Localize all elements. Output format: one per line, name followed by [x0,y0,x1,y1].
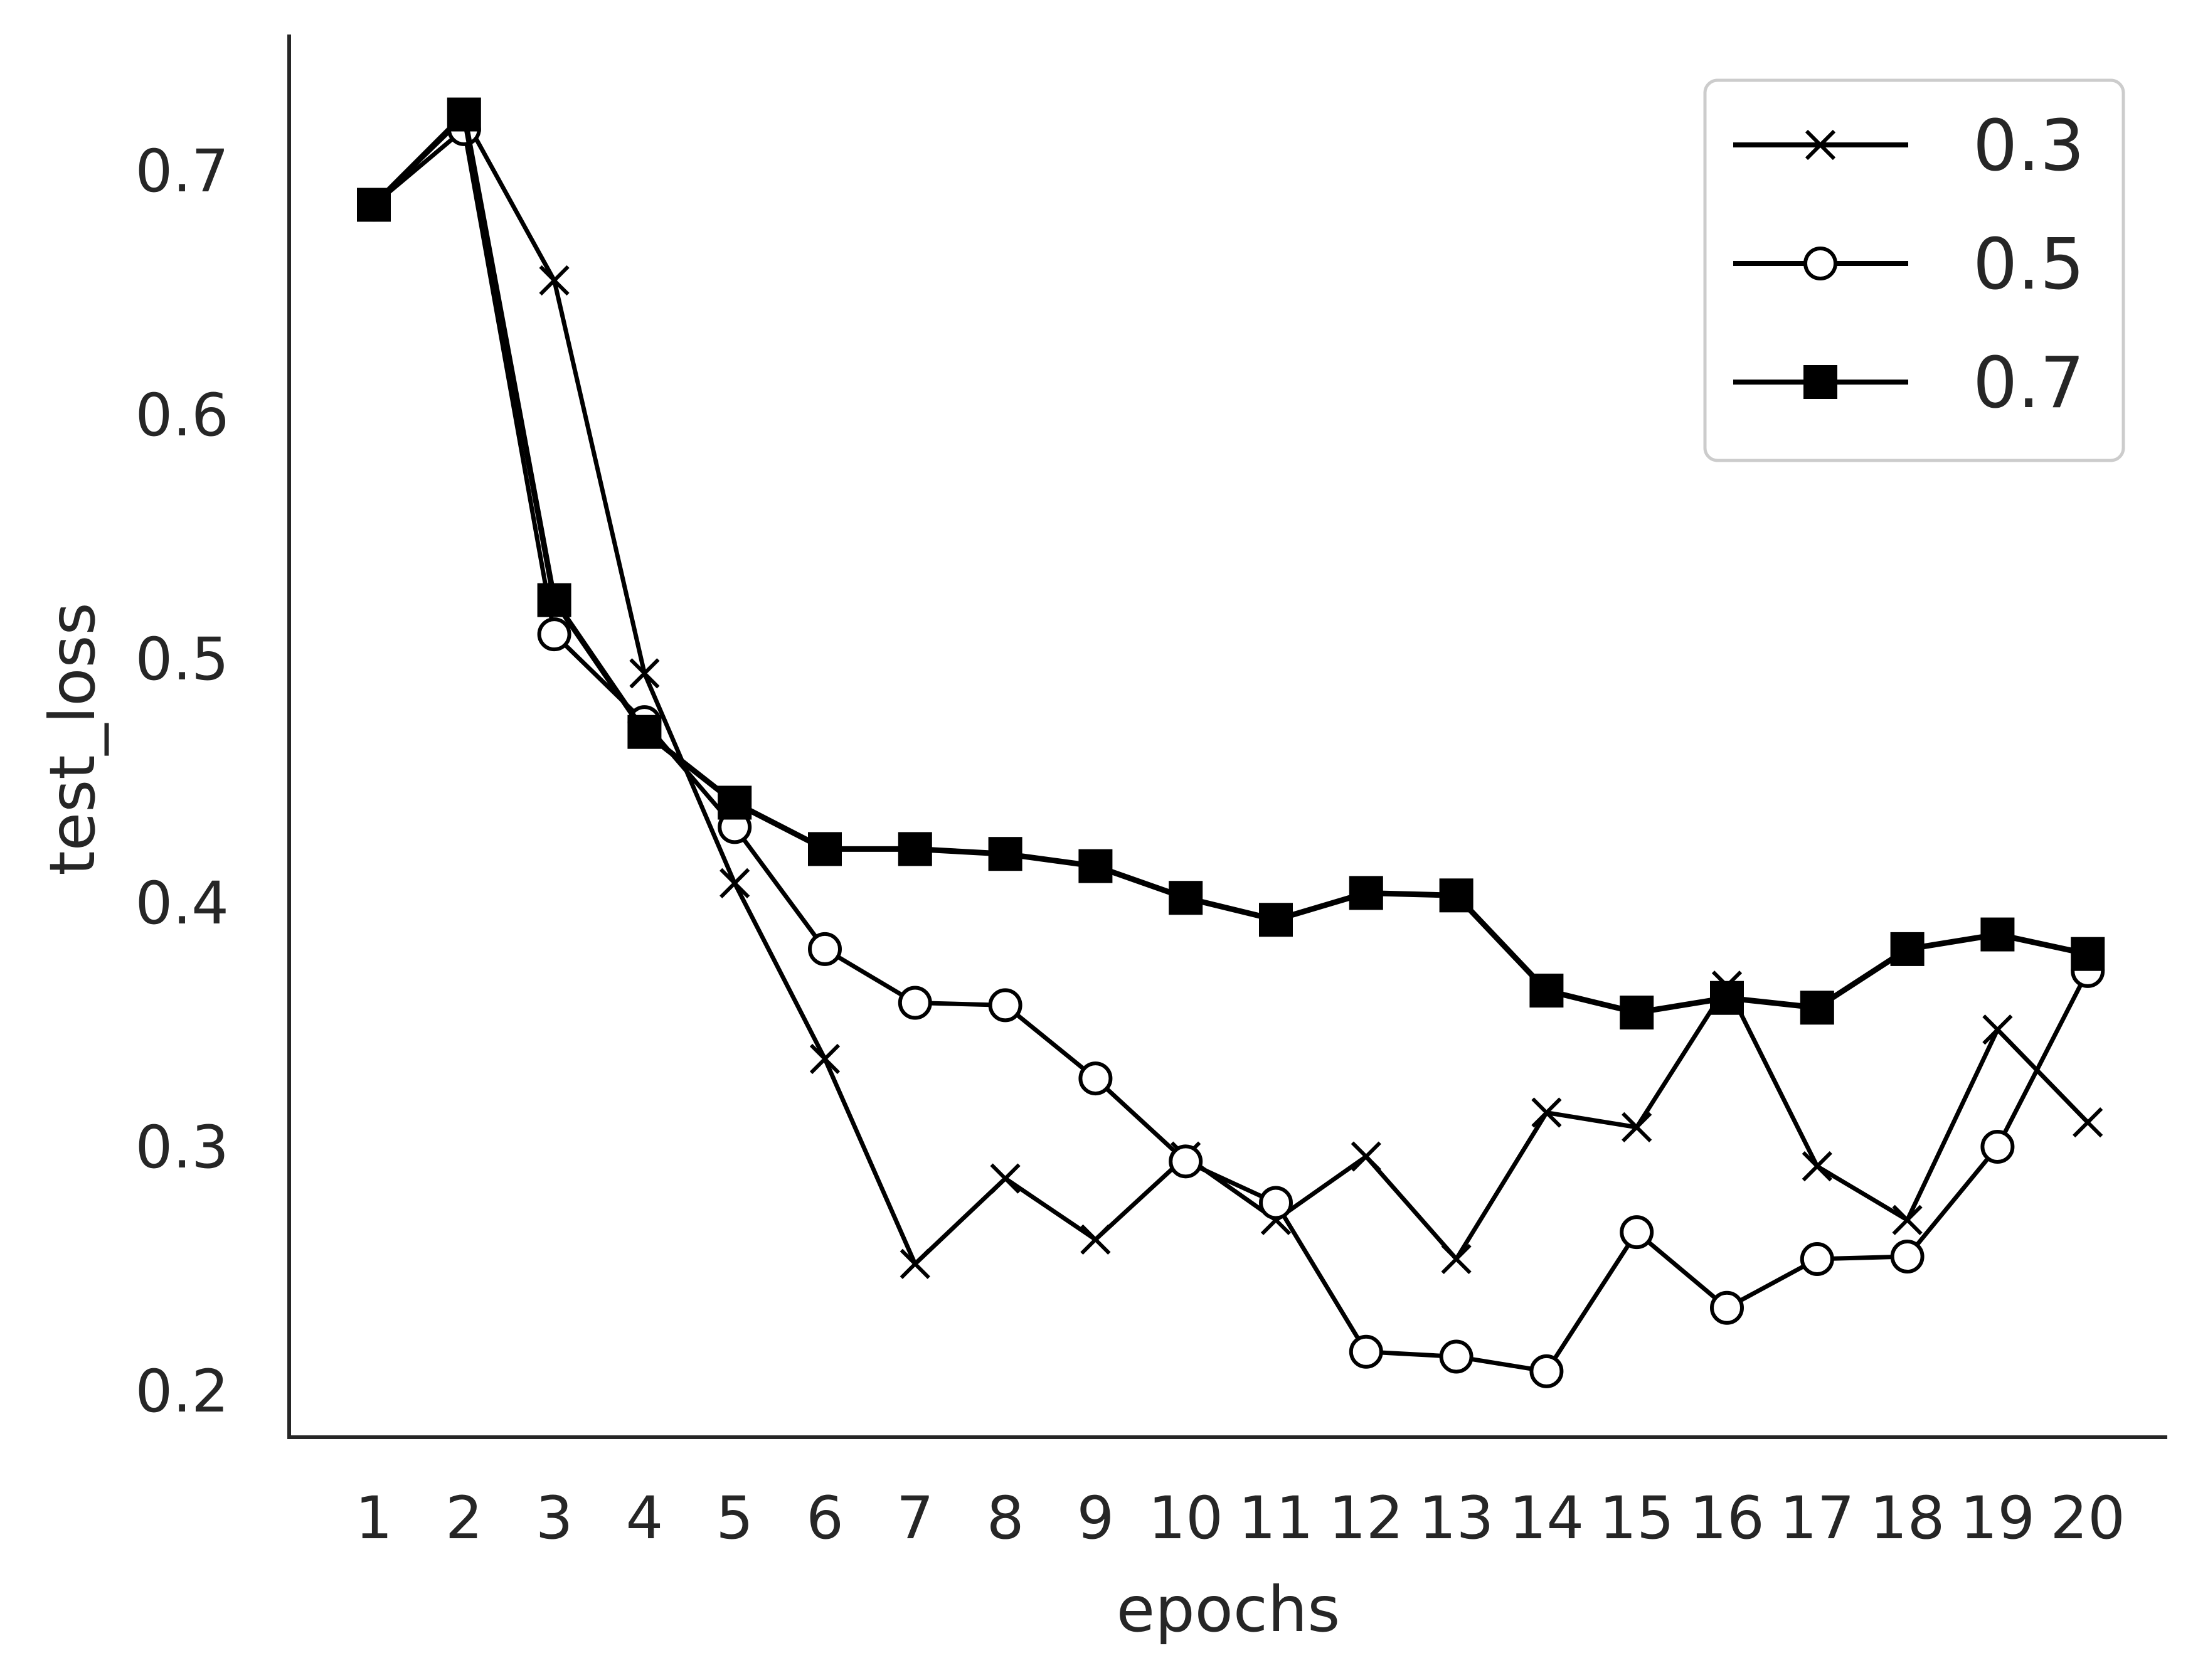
x-tick-label: 5 [716,1484,753,1553]
y-tick-labels: 0.2 0.3 0.4 0.5 0.6 0.7 [135,137,230,1426]
x-tick-label: 1 [355,1484,393,1553]
data-point [627,715,662,749]
x-tick-label: 10 [1148,1484,1223,1553]
data-point [2071,937,2105,971]
legend-label: 0.3 [1973,105,2084,187]
data-point [1982,1014,2013,1045]
data-point [808,832,842,866]
data-point [1078,849,1113,883]
data-point [988,988,1022,1023]
legend-label: 0.7 [1973,343,2084,424]
y-axis-label: test_loss [36,602,109,875]
x-tick-label: 7 [896,1484,934,1553]
data-point [1351,1141,1381,1172]
data-point [1080,1224,1111,1255]
data-point [898,832,932,866]
x-tick-label: 12 [1329,1484,1404,1553]
data-point [1710,1290,1744,1325]
x-tick-label: 17 [1780,1484,1855,1553]
data-point [1980,917,2015,952]
y-tick-label: 0.7 [135,137,230,206]
data-point [1441,1243,1472,1275]
legend-entry: 0.5 [1733,224,2084,306]
data-point [537,583,571,617]
data-point [1620,996,1654,1030]
series-0.5 [357,112,2105,1388]
data-point [1890,932,1925,966]
data-point [537,617,571,652]
legend-marker [1805,129,1836,161]
data-point [2073,1107,2103,1138]
data-point [988,837,1022,871]
y-tick-label: 0.6 [135,381,230,450]
x-tick-labels: 1 2 3 4 5 6 7 8 9 10 11 12 13 14 15 16 17 18 19 20 [355,1484,2125,1553]
x-tick-label: 13 [1419,1484,1494,1553]
legend-entry: 0.7 [1733,343,2084,424]
x-tick-label: 8 [987,1484,1024,1553]
data-point [1529,1354,1564,1388]
series-0.7 [357,97,2105,1030]
data-point [1531,1097,1562,1128]
data-point [718,785,752,820]
data-point [1800,991,1834,1025]
data-point [1890,1240,1925,1274]
data-point [1800,1241,1834,1276]
x-tick-label: 2 [445,1484,483,1553]
data-point [1078,1061,1113,1096]
data-point [1892,1204,1923,1235]
data-point [1439,878,1474,913]
y-tick-label: 0.2 [135,1358,230,1426]
data-point [898,986,932,1020]
legend-entry: 0.3 [1733,105,2084,187]
data-point [629,658,660,689]
series-line [372,114,2089,1267]
x-tick-label: 20 [2050,1484,2125,1553]
data-point [990,1163,1021,1194]
plot-area [357,97,2105,1388]
data-point [809,1043,841,1075]
data-point [1169,1144,1203,1179]
data-point [1439,1339,1474,1374]
data-point [539,265,570,296]
x-tick-label: 18 [1870,1484,1945,1553]
data-point [1710,981,1744,1015]
x-tick-label: 11 [1238,1484,1314,1553]
x-tick-label: 9 [1076,1484,1114,1553]
data-point [1529,974,1564,1008]
data-point [357,188,391,222]
x-tick-label: 3 [536,1484,573,1553]
data-point [1802,1151,1832,1182]
legend: 0.3 0.5 0.7 [1703,78,2125,462]
data-point [1980,1130,2015,1164]
x-tick-label: 19 [1960,1484,2036,1553]
x-tick-label: 6 [806,1484,844,1553]
data-point [719,868,750,899]
data-point [1349,876,1383,910]
data-point [900,1248,930,1279]
x-tick-label: 14 [1509,1484,1585,1553]
y-tick-label: 0.5 [135,625,230,694]
legend-marker [1803,365,1837,399]
x-tick-label: 16 [1689,1484,1765,1553]
legend-marker [1803,247,1837,280]
y-tick-label: 0.3 [135,1114,230,1182]
data-point [1622,1112,1652,1143]
data-point [1259,903,1293,937]
data-point [447,97,481,132]
x-tick-label: 15 [1599,1484,1674,1553]
y-tick-label: 0.4 [135,869,230,938]
data-point [1169,881,1203,915]
x-axis-label: epochs [1117,1573,1341,1646]
x-tick-label: 4 [625,1484,663,1553]
legend-label: 0.5 [1973,224,2084,306]
data-point [1620,1215,1654,1250]
data-point [808,932,842,966]
data-point [1259,1186,1293,1220]
data-point [1349,1334,1383,1369]
